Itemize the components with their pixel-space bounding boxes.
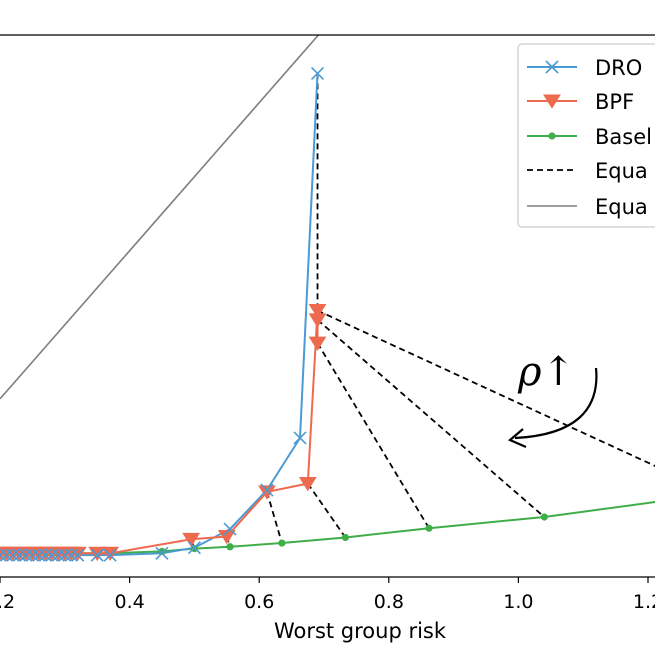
- rho-annotation: ρ↑: [507, 349, 598, 449]
- dro-point-13: [90, 548, 104, 562]
- dro-point-16: [187, 541, 201, 555]
- equal-dashed-line-7: [317, 309, 655, 467]
- bpf-point-17: [258, 485, 276, 500]
- baseline-line: [0, 501, 655, 555]
- x-tick-label-4: 1.0: [503, 591, 533, 613]
- legend-item-dro: DRO: [527, 56, 642, 80]
- x-tick-label-0: 0.2: [0, 591, 15, 613]
- dro-point-1: [0, 548, 14, 562]
- arrowhead-icon: [507, 428, 527, 449]
- bpf-point-16: [217, 530, 236, 545]
- equal-dashed-line-4: [307, 483, 347, 538]
- dro-point-8: [45, 548, 59, 562]
- legend-label-bpf: BPF: [595, 90, 634, 114]
- dro-point-14: [103, 548, 117, 562]
- dro-point-19: [293, 431, 307, 445]
- baseline-point-21: [540, 513, 548, 521]
- equal-solid-line: [0, 35, 320, 400]
- legend-item-equal_solid: Equa: [527, 195, 648, 219]
- dro-point-4: [19, 548, 33, 562]
- dro-point-10: [58, 548, 72, 562]
- dro-point-6: [32, 548, 46, 562]
- legend-item-bpf: BPF: [527, 90, 634, 114]
- dro-point-9: [51, 548, 65, 562]
- legend: DRO BPF Basel Equa Equa: [517, 43, 655, 228]
- baseline-point-17: [226, 543, 234, 551]
- dro-point-0: [0, 548, 7, 562]
- legend-marker-baseline: [548, 132, 556, 140]
- baseline-point-20: [425, 524, 433, 532]
- dro-point-3: [12, 548, 27, 562]
- legend-label-baseline: Basel: [595, 125, 652, 149]
- dro-point-12: [71, 548, 85, 562]
- x-tick-label-5: 1.2: [633, 591, 655, 613]
- dro-point-18: [260, 483, 274, 497]
- legend-label-equal_solid: Equa: [595, 195, 648, 219]
- dro-line: [0, 73, 319, 557]
- bpf-point-18: [298, 477, 317, 492]
- baseline-point-15: [158, 547, 166, 556]
- legend-item-equal_dashed: Equa: [527, 159, 648, 183]
- dro-point-7: [38, 548, 52, 562]
- equal-dashed-line-6: [316, 319, 545, 518]
- curved-arrow-icon: [514, 367, 598, 440]
- x-tick-label-1: 0.4: [114, 591, 144, 613]
- bpf-line: [0, 310, 319, 555]
- legend-item-baseline: Basel: [527, 125, 652, 149]
- dro-point-17: [223, 522, 237, 536]
- plot-content: [0, 35, 655, 562]
- bpf-point-20: [308, 313, 327, 328]
- dro-point-20: [310, 66, 325, 80]
- baseline-point-18: [278, 539, 286, 547]
- x-tick-label-2: 0.6: [244, 591, 274, 613]
- equal-dashed-line-5: [316, 342, 430, 529]
- legend-box: [517, 43, 655, 228]
- x-tick-label-3: 0.8: [374, 591, 404, 613]
- legend-marker-dro: [545, 60, 559, 74]
- bpf-point-21: [308, 336, 327, 351]
- legend-label-dro: DRO: [595, 56, 642, 80]
- dro-point-5: [25, 548, 39, 562]
- dro-point-15: [155, 546, 169, 560]
- rho-label: ρ↑: [517, 349, 575, 395]
- baseline-point-19: [341, 533, 349, 542]
- dro-point-11: [64, 548, 78, 562]
- x-axis: 0.2 0.4 0.6 0.8 1.0 1.2: [0, 576, 655, 613]
- x-axis-label: Worst group risk: [274, 619, 447, 643]
- legend-marker-bpf: [543, 94, 561, 109]
- bpf-point-19: [308, 304, 327, 319]
- equal-dashed-line-3: [266, 491, 283, 544]
- legend-label-equal_dashed: Equa: [595, 159, 648, 183]
- dro-point-2: [6, 548, 20, 562]
- plot-area: [0, 34, 655, 562]
- bpf-point-15: [182, 532, 201, 548]
